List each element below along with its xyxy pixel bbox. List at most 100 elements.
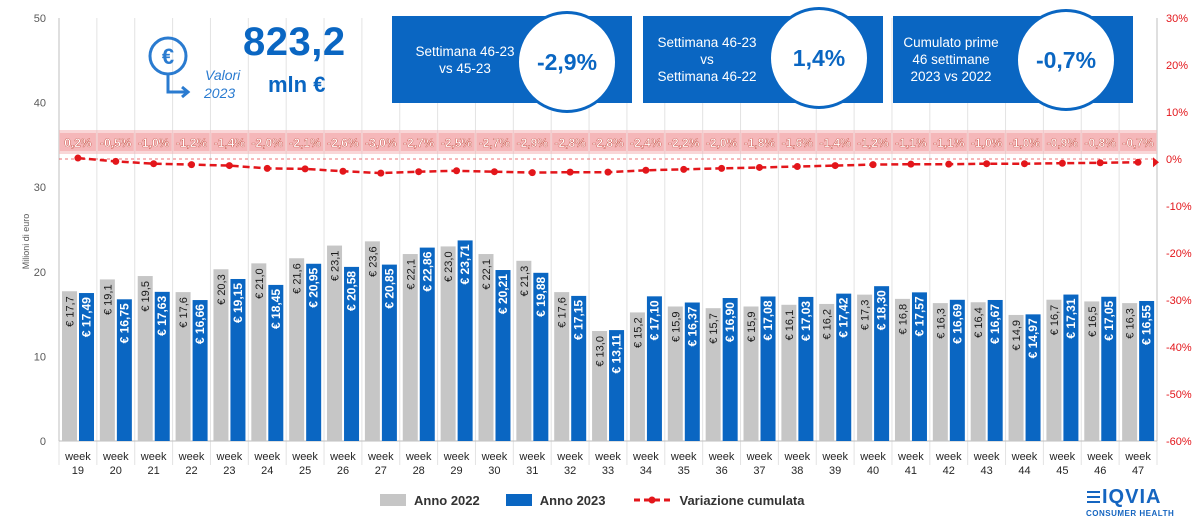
cum-label-bg — [362, 133, 399, 151]
cum-point — [1096, 159, 1104, 167]
x-tick-label: week — [859, 451, 886, 463]
bar-label-2023: € 16,69 — [950, 303, 964, 343]
x-tick-label: 47 — [1132, 465, 1144, 477]
cum-point — [377, 169, 385, 177]
x-tick-label: week — [935, 451, 962, 463]
x-tick-label: week — [1124, 451, 1151, 463]
x-tick-label: week — [367, 451, 394, 463]
y2-tick-label: -20% — [1166, 248, 1192, 260]
x-tick-label: 42 — [943, 465, 955, 477]
kpi-label: Settimana 46-23 vs Settimana 46-22 — [657, 35, 757, 84]
cum-point — [755, 163, 763, 171]
cum-label-bg — [476, 133, 513, 151]
x-tick-label: week — [632, 451, 659, 463]
bar-label-2022: € 15,9 — [670, 311, 682, 342]
bar-label-2023: € 20,95 — [307, 267, 321, 307]
y-axis-title: Milioni di euro — [21, 214, 31, 270]
x-tick-label: week — [821, 451, 848, 463]
bar-label-2023: € 20,58 — [345, 271, 359, 311]
cum-label: -3,0% — [365, 136, 397, 150]
cum-point — [945, 160, 953, 168]
x-tick-label: 39 — [829, 465, 841, 477]
bar-2022 — [629, 312, 645, 441]
bar-label-2023: € 17,42 — [837, 297, 851, 337]
x-tick-label: week — [140, 451, 167, 463]
cum-label: -2,8% — [592, 136, 624, 150]
x-tick-label: 20 — [110, 465, 122, 477]
bar-label-2022: € 21,6 — [292, 263, 304, 294]
cum-label-bg — [249, 133, 286, 151]
y2-tick-label: 30% — [1166, 13, 1188, 25]
bar-label-2023: € 17,49 — [80, 297, 94, 337]
legend-label-cumulative: Variazione cumulata — [679, 492, 805, 508]
x-tick-label: 31 — [526, 465, 538, 477]
cum-point — [869, 161, 877, 169]
legend-swatch-cumulative — [633, 496, 670, 504]
x-tick-label: 40 — [867, 465, 879, 477]
bar-2022 — [516, 260, 532, 441]
cum-point — [604, 168, 612, 176]
bar-label-2022: € 15,9 — [746, 311, 758, 342]
bar-label-2023: € 16,67 — [988, 304, 1002, 344]
bar-label-2022: € 16,1 — [784, 310, 796, 341]
euro-icon: € — [148, 36, 191, 99]
bar-2022 — [857, 294, 873, 441]
cum-point — [528, 169, 536, 177]
bar-2022 — [743, 306, 759, 441]
bar-label-2022: € 13,0 — [595, 336, 607, 367]
cum-line-arrow-icon — [1153, 157, 1159, 168]
headline-sub-line1: Valori — [205, 67, 241, 83]
x-tick-label: week — [291, 451, 318, 463]
bar-label-2022: € 21,0 — [254, 268, 266, 299]
cum-point — [566, 168, 574, 176]
bar-2023 — [571, 295, 587, 441]
cum-label-bg — [627, 133, 664, 151]
legend: Anno 2022 Anno 2023 Variazione cumulata — [380, 490, 831, 510]
x-tick-label: 43 — [980, 465, 992, 477]
x-tick-label: 28 — [413, 465, 425, 477]
kpi-value-week-vs-prev: -2,9% — [516, 11, 618, 113]
x-tick-label: week — [216, 451, 243, 463]
x-tick-label: 19 — [72, 465, 84, 477]
bar-2023 — [722, 298, 738, 441]
cum-point — [150, 160, 158, 168]
bar-label-2022: € 17,6 — [178, 297, 190, 328]
y2-tick-label: -40% — [1166, 342, 1192, 354]
cum-label: -1,0% — [1009, 136, 1041, 150]
legend-swatch-2023 — [505, 494, 532, 506]
x-tick-label: week — [1011, 451, 1038, 463]
cum-label-bg — [817, 133, 854, 151]
bar-label-2023: € 17,57 — [912, 296, 926, 336]
cum-label-bg — [1006, 133, 1043, 151]
headline-sub: Valori 2023 — [200, 66, 240, 102]
x-tick-label: 36 — [715, 465, 727, 477]
bar-2022 — [402, 254, 418, 441]
x-tick-label: 30 — [488, 465, 500, 477]
cum-label-bg — [173, 133, 210, 151]
cum-label-bg — [1120, 133, 1157, 151]
x-tick-label: 32 — [564, 465, 576, 477]
bar-2022 — [478, 254, 494, 441]
cum-label-bg — [703, 133, 740, 151]
bar-label-2022: € 21,3 — [519, 266, 531, 297]
cum-label-bg — [514, 133, 551, 151]
bar-2023 — [1063, 294, 1079, 441]
bar-2022 — [932, 303, 948, 441]
cum-label-bg — [97, 133, 134, 151]
bar-label-2022: € 19,1 — [102, 284, 114, 315]
y2-tick-label: -10% — [1166, 201, 1192, 213]
cum-point — [718, 164, 726, 172]
bar-label-2022: € 14,9 — [1011, 320, 1023, 351]
bar-2023 — [79, 293, 94, 441]
x-tick-label: 23 — [223, 465, 235, 477]
cum-label: -0,7% — [1122, 136, 1154, 150]
bar-2022 — [1122, 303, 1138, 441]
cum-label-bg — [438, 133, 475, 151]
cum-label-bg — [324, 133, 361, 151]
bar-2023 — [684, 302, 700, 441]
x-tick-label: 22 — [185, 465, 197, 477]
x-tick-label: 26 — [337, 465, 349, 477]
bar-label-2023: € 23,71 — [458, 244, 472, 284]
bar-2023 — [1025, 314, 1041, 441]
x-tick-label: week — [253, 451, 280, 463]
